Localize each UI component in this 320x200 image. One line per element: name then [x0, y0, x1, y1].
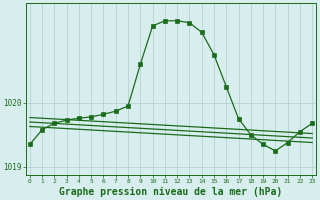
- X-axis label: Graphe pression niveau de la mer (hPa): Graphe pression niveau de la mer (hPa): [60, 186, 283, 197]
